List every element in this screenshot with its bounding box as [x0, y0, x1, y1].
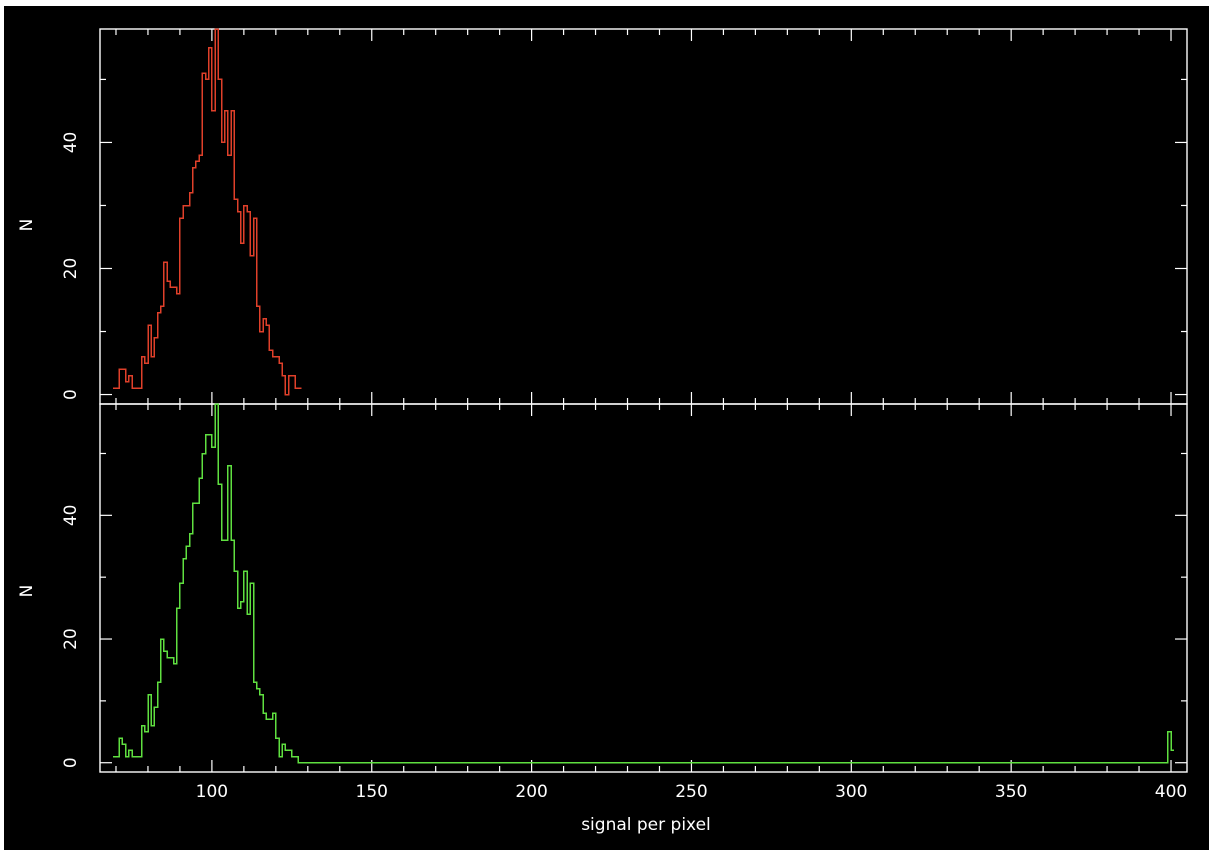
top-y-tick-label: 20	[61, 258, 81, 280]
x-axis-title: signal per pixel	[581, 815, 711, 835]
top-histogram-series-0	[112, 28, 302, 396]
bottom-histogram-panel: 100 150 200 250 300 350 400 0 20 40	[61, 403, 1188, 802]
bottom-y-tick-label: 40	[61, 505, 81, 527]
bottom-x-tick-label: 400	[1155, 782, 1187, 802]
bottom-x-tick-label: 250	[675, 782, 707, 802]
bottom-x-tick-label: 200	[515, 782, 547, 802]
bottom-y-tick-label: 20	[61, 628, 81, 650]
bottom-x-tick-label: 350	[995, 782, 1027, 802]
top-y-tick-label: 0	[61, 389, 81, 400]
bottom-axes-frame	[99, 403, 1188, 773]
histogram-figure: 0 20 40 100 150 200 250 300 350 400 0 20 40 N N sig…	[17, 28, 1188, 835]
top-axes-frame	[99, 28, 1188, 405]
top-y-tick-label: 40	[61, 132, 81, 154]
bottom-y-axis-title: N	[17, 585, 37, 598]
bottom-histogram-series-0	[112, 403, 1175, 764]
bottom-x-tick-label: 300	[835, 782, 867, 802]
top-histogram-panel: 0 20 40	[61, 28, 1188, 405]
bottom-y-tick-label: 0	[61, 757, 81, 768]
plot-frame: 0 20 40 100 150 200 250 300 350 400 0 20 40 N N sig…	[4, 6, 1209, 850]
bottom-x-tick-label: 100	[196, 782, 228, 802]
bottom-x-tick-label: 150	[356, 782, 388, 802]
top-y-axis-title: N	[17, 219, 37, 232]
